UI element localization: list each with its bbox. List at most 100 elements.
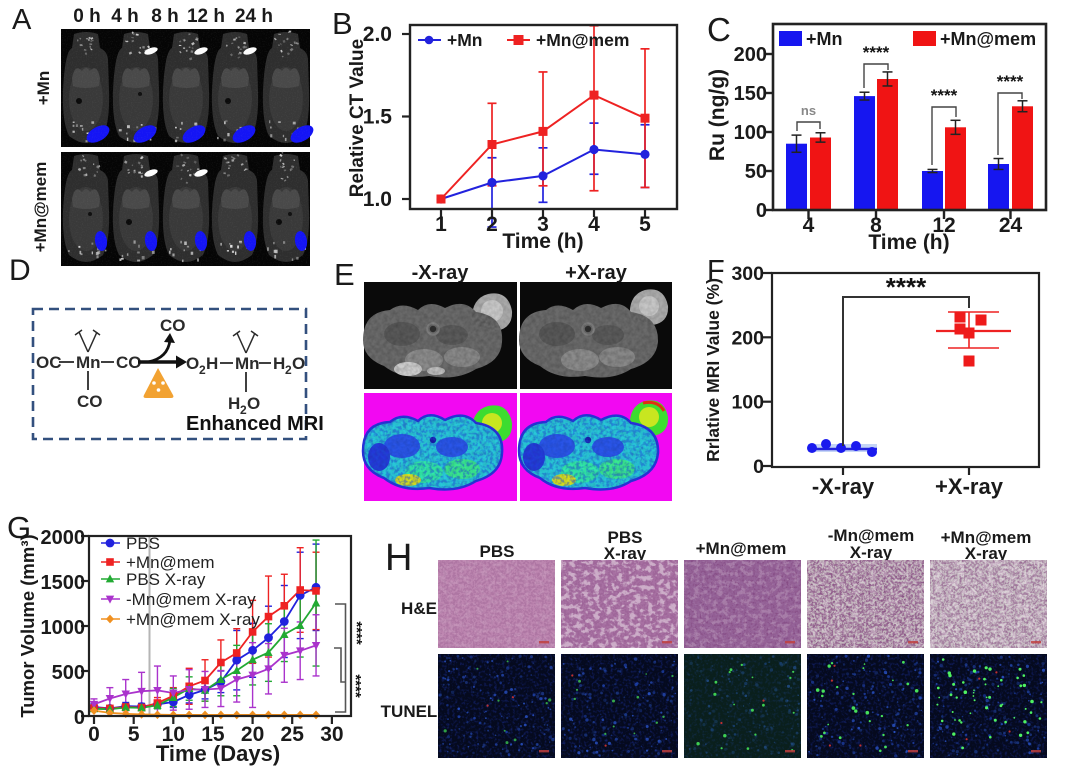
svg-text:10: 10 bbox=[162, 723, 185, 746]
svg-text:H: H bbox=[273, 354, 285, 373]
svg-text:4: 4 bbox=[803, 214, 815, 237]
svg-text:H: H bbox=[228, 394, 240, 413]
svg-text:****: **** bbox=[997, 72, 1024, 91]
svg-text:B: B bbox=[332, 6, 353, 41]
svg-text:5: 5 bbox=[639, 213, 651, 236]
svg-text:2: 2 bbox=[486, 213, 498, 236]
svg-text:+Mn@mem: +Mn@mem bbox=[126, 553, 215, 572]
svg-text:CO: CO bbox=[160, 316, 186, 335]
svg-text:Ru (ng/g): Ru (ng/g) bbox=[706, 69, 729, 161]
svg-text:+Mn: +Mn bbox=[34, 71, 53, 105]
svg-text:100: 100 bbox=[734, 122, 767, 144]
svg-text:+Mn@mem: +Mn@mem bbox=[31, 162, 50, 253]
svg-text:Time (Days): Time (Days) bbox=[156, 741, 280, 766]
svg-text:8: 8 bbox=[870, 214, 882, 237]
svg-text:Relative CT Value: Relative CT Value bbox=[347, 39, 368, 197]
svg-text:30: 30 bbox=[320, 723, 343, 746]
svg-text:Time (h): Time (h) bbox=[502, 230, 583, 253]
svg-text:Tumor Volume (mm³): Tumor Volume (mm³) bbox=[17, 534, 38, 717]
svg-text:-X-ray: -X-ray bbox=[812, 474, 875, 499]
svg-text:Enhanced MRI: Enhanced MRI bbox=[186, 413, 324, 435]
svg-text:0: 0 bbox=[756, 200, 767, 222]
svg-text:15: 15 bbox=[201, 723, 225, 746]
svg-text:****: **** bbox=[931, 86, 958, 105]
svg-text:3: 3 bbox=[537, 213, 549, 236]
svg-text:****: **** bbox=[348, 621, 365, 645]
svg-text:+X-ray: +X-ray bbox=[935, 474, 1004, 499]
svg-text:TUNEL: TUNEL bbox=[381, 702, 438, 721]
svg-text:0: 0 bbox=[74, 707, 85, 729]
svg-text:H: H bbox=[206, 354, 218, 373]
svg-text:Time (h): Time (h) bbox=[868, 231, 949, 254]
svg-text:+Mn@mem: +Mn@mem bbox=[941, 528, 1032, 547]
svg-text:****: **** bbox=[886, 272, 927, 302]
svg-text:2.0: 2.0 bbox=[363, 23, 392, 46]
svg-text:0: 0 bbox=[753, 456, 764, 478]
svg-text:O: O bbox=[247, 394, 260, 413]
svg-text:50: 50 bbox=[745, 161, 767, 183]
svg-text:****: **** bbox=[863, 43, 890, 62]
svg-text:25: 25 bbox=[281, 723, 305, 746]
svg-text:+Mn: +Mn bbox=[806, 29, 843, 49]
svg-text:CO: CO bbox=[116, 353, 142, 372]
svg-text:2: 2 bbox=[240, 403, 247, 417]
svg-text:0: 0 bbox=[88, 723, 100, 746]
svg-text:24 h: 24 h bbox=[235, 6, 273, 27]
svg-text:O: O bbox=[292, 354, 305, 373]
svg-text:+Mn@mem X-ray: +Mn@mem X-ray bbox=[126, 610, 260, 629]
svg-text:150: 150 bbox=[734, 83, 767, 105]
svg-text:1000: 1000 bbox=[41, 617, 86, 639]
svg-text:X-ray: X-ray bbox=[850, 543, 893, 562]
svg-text:300: 300 bbox=[731, 263, 764, 285]
svg-text:200: 200 bbox=[731, 327, 764, 349]
svg-text:+Mn@mem: +Mn@mem bbox=[696, 539, 787, 558]
svg-text:PBS: PBS bbox=[480, 542, 515, 561]
svg-text:PBS: PBS bbox=[126, 534, 160, 553]
svg-text:12 h: 12 h bbox=[187, 6, 225, 27]
svg-text:Mn: Mn bbox=[76, 353, 101, 372]
svg-text:2000: 2000 bbox=[41, 527, 86, 549]
svg-text:ns: ns bbox=[801, 103, 816, 118]
svg-text:-Mn@mem X-ray: -Mn@mem X-ray bbox=[126, 590, 256, 609]
svg-text:20: 20 bbox=[241, 723, 264, 746]
svg-text:E: E bbox=[334, 257, 355, 292]
svg-text:24: 24 bbox=[999, 214, 1023, 237]
svg-text:G: G bbox=[7, 510, 31, 545]
svg-text:4: 4 bbox=[588, 213, 600, 236]
svg-text:CO: CO bbox=[77, 392, 103, 411]
svg-text:200: 200 bbox=[734, 44, 767, 66]
svg-text:+Mn@mem: +Mn@mem bbox=[940, 29, 1036, 49]
svg-text:PBS: PBS bbox=[608, 528, 643, 547]
svg-text:1.5: 1.5 bbox=[363, 106, 393, 129]
svg-text:0 h: 0 h bbox=[73, 6, 100, 27]
svg-text:2: 2 bbox=[285, 363, 292, 377]
svg-text:Rrlative MRI Value (%): Rrlative MRI Value (%) bbox=[703, 278, 723, 462]
svg-text:2: 2 bbox=[199, 363, 206, 377]
svg-text:****: **** bbox=[347, 674, 364, 698]
svg-text:+Mn: +Mn bbox=[447, 30, 483, 50]
svg-text:OC: OC bbox=[36, 353, 62, 372]
svg-text:H: H bbox=[385, 537, 412, 579]
svg-text:O: O bbox=[186, 354, 199, 373]
svg-text:X-ray: X-ray bbox=[604, 544, 647, 563]
svg-text:100: 100 bbox=[731, 392, 764, 414]
svg-text:1.0: 1.0 bbox=[363, 188, 392, 211]
svg-text:+X-ray: +X-ray bbox=[565, 262, 628, 284]
svg-text:-Mn@mem: -Mn@mem bbox=[828, 526, 914, 545]
svg-text:H&E: H&E bbox=[401, 599, 437, 618]
svg-text:A: A bbox=[12, 4, 32, 36]
svg-text:-X-ray: -X-ray bbox=[412, 262, 470, 284]
svg-text:4 h: 4 h bbox=[111, 6, 138, 27]
svg-text:12: 12 bbox=[932, 214, 955, 237]
svg-text:PBS X-ray: PBS X-ray bbox=[126, 570, 206, 589]
svg-text:+Mn@mem: +Mn@mem bbox=[536, 30, 629, 50]
svg-text:5: 5 bbox=[128, 723, 140, 746]
svg-text:1500: 1500 bbox=[41, 572, 86, 594]
svg-text:500: 500 bbox=[52, 662, 85, 684]
svg-text:X-ray: X-ray bbox=[965, 544, 1008, 563]
svg-text:C: C bbox=[707, 11, 731, 48]
svg-text:D: D bbox=[9, 254, 31, 287]
svg-text:1: 1 bbox=[435, 213, 447, 236]
svg-text:F: F bbox=[707, 255, 725, 287]
svg-text:8 h: 8 h bbox=[151, 6, 178, 27]
